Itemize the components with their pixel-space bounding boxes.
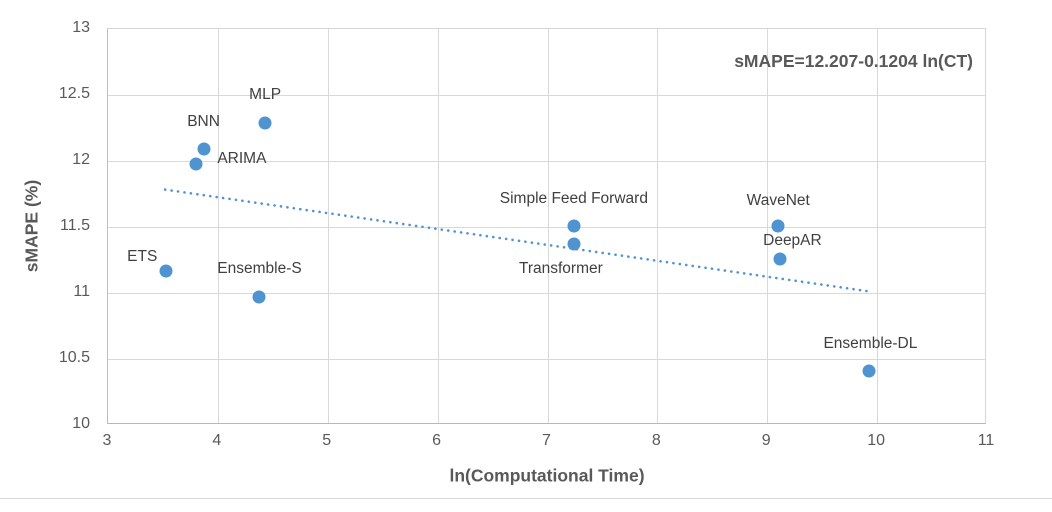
data-point-arima: [189, 157, 203, 171]
point-label: BNN: [187, 113, 220, 131]
point-label: ETS: [127, 247, 158, 265]
point-label: ARIMA: [217, 149, 267, 167]
x-tick-label: 5: [322, 432, 332, 449]
y-tick-label: 13: [72, 19, 90, 36]
data-point-ets: [159, 264, 173, 278]
data-point-mlp: [258, 116, 272, 130]
data-point-bnn: [197, 142, 211, 156]
x-axis-title: ln(Computational Time): [449, 465, 645, 486]
x-tick-label: 4: [212, 432, 222, 449]
data-point-ensemble-dl: [862, 364, 876, 378]
horizontal-gridline: [108, 293, 985, 294]
y-tick-label: 10: [72, 415, 90, 432]
horizontal-gridline: [108, 161, 985, 162]
x-tick-label: 8: [651, 432, 661, 449]
vertical-gridline: [437, 29, 439, 423]
y-tick-label: 11: [73, 283, 90, 300]
point-label: WaveNet: [746, 191, 810, 209]
point-label: Ensemble-DL: [823, 334, 918, 352]
x-tick-label: 3: [102, 432, 112, 449]
data-point-wavenet: [771, 219, 785, 233]
x-tick-label: 6: [432, 432, 442, 449]
vertical-gridline: [657, 29, 659, 423]
horizontal-gridline: [108, 359, 985, 360]
data-point-deepar: [773, 252, 787, 266]
point-label: Ensemble-S: [217, 259, 302, 277]
x-tick-label: 9: [761, 432, 771, 449]
figure-bottom-border: [0, 498, 1052, 499]
plot-area: sMAPE=12.207-0.1204 ln(CT) ETS BNN ARIMA ML…: [107, 28, 986, 424]
point-label: Transformer: [518, 260, 603, 278]
y-tick-label: 10.5: [58, 349, 90, 366]
y-tick-label: 11.5: [60, 217, 90, 234]
x-tick-label: 10: [867, 432, 886, 449]
point-label: MLP: [249, 85, 282, 103]
vertical-gridline: [217, 29, 219, 423]
point-label: DeepAR: [763, 231, 822, 249]
y-tick-label: 12: [72, 151, 90, 168]
data-point-simple-feed-forward: [567, 219, 581, 233]
trendline-equation-label: sMAPE=12.207-0.1204 ln(CT): [734, 51, 973, 71]
point-label: Simple Feed Forward: [499, 189, 648, 207]
x-tick-label: 11: [977, 432, 995, 449]
x-tick-label: 7: [542, 432, 551, 449]
y-tick-label: 12.5: [58, 85, 90, 102]
horizontal-gridline: [108, 227, 985, 228]
trendline: [163, 188, 869, 293]
horizontal-gridline: [108, 95, 985, 96]
data-point-transformer: [567, 237, 581, 251]
vertical-gridline: [877, 29, 879, 423]
vertical-gridline: [327, 29, 329, 423]
data-point-ensemble-s: [252, 290, 266, 304]
vertical-gridline: [547, 29, 549, 423]
vertical-gridline: [767, 29, 769, 423]
